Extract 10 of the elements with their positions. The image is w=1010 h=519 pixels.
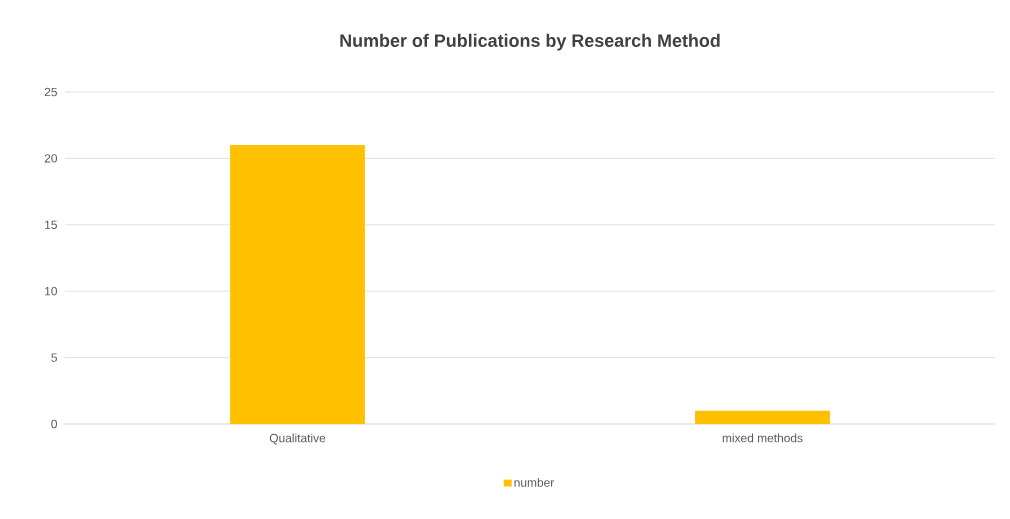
y-tick-label: 20 bbox=[44, 154, 58, 163]
x-tick-label: Qualitative bbox=[269, 433, 326, 445]
y-tick-label: 25 bbox=[44, 87, 57, 97]
x-tick-label: mixed methods bbox=[722, 433, 803, 443]
chart-title: Number of Publications by Research Method bbox=[340, 33, 720, 51]
y-tick-label: 15 bbox=[45, 220, 57, 229]
y-tick-label: 5 bbox=[51, 353, 57, 362]
y-tick-label: 10 bbox=[45, 286, 58, 296]
y-tick-label: 0 bbox=[51, 419, 58, 429]
legend-label: number bbox=[514, 477, 555, 487]
